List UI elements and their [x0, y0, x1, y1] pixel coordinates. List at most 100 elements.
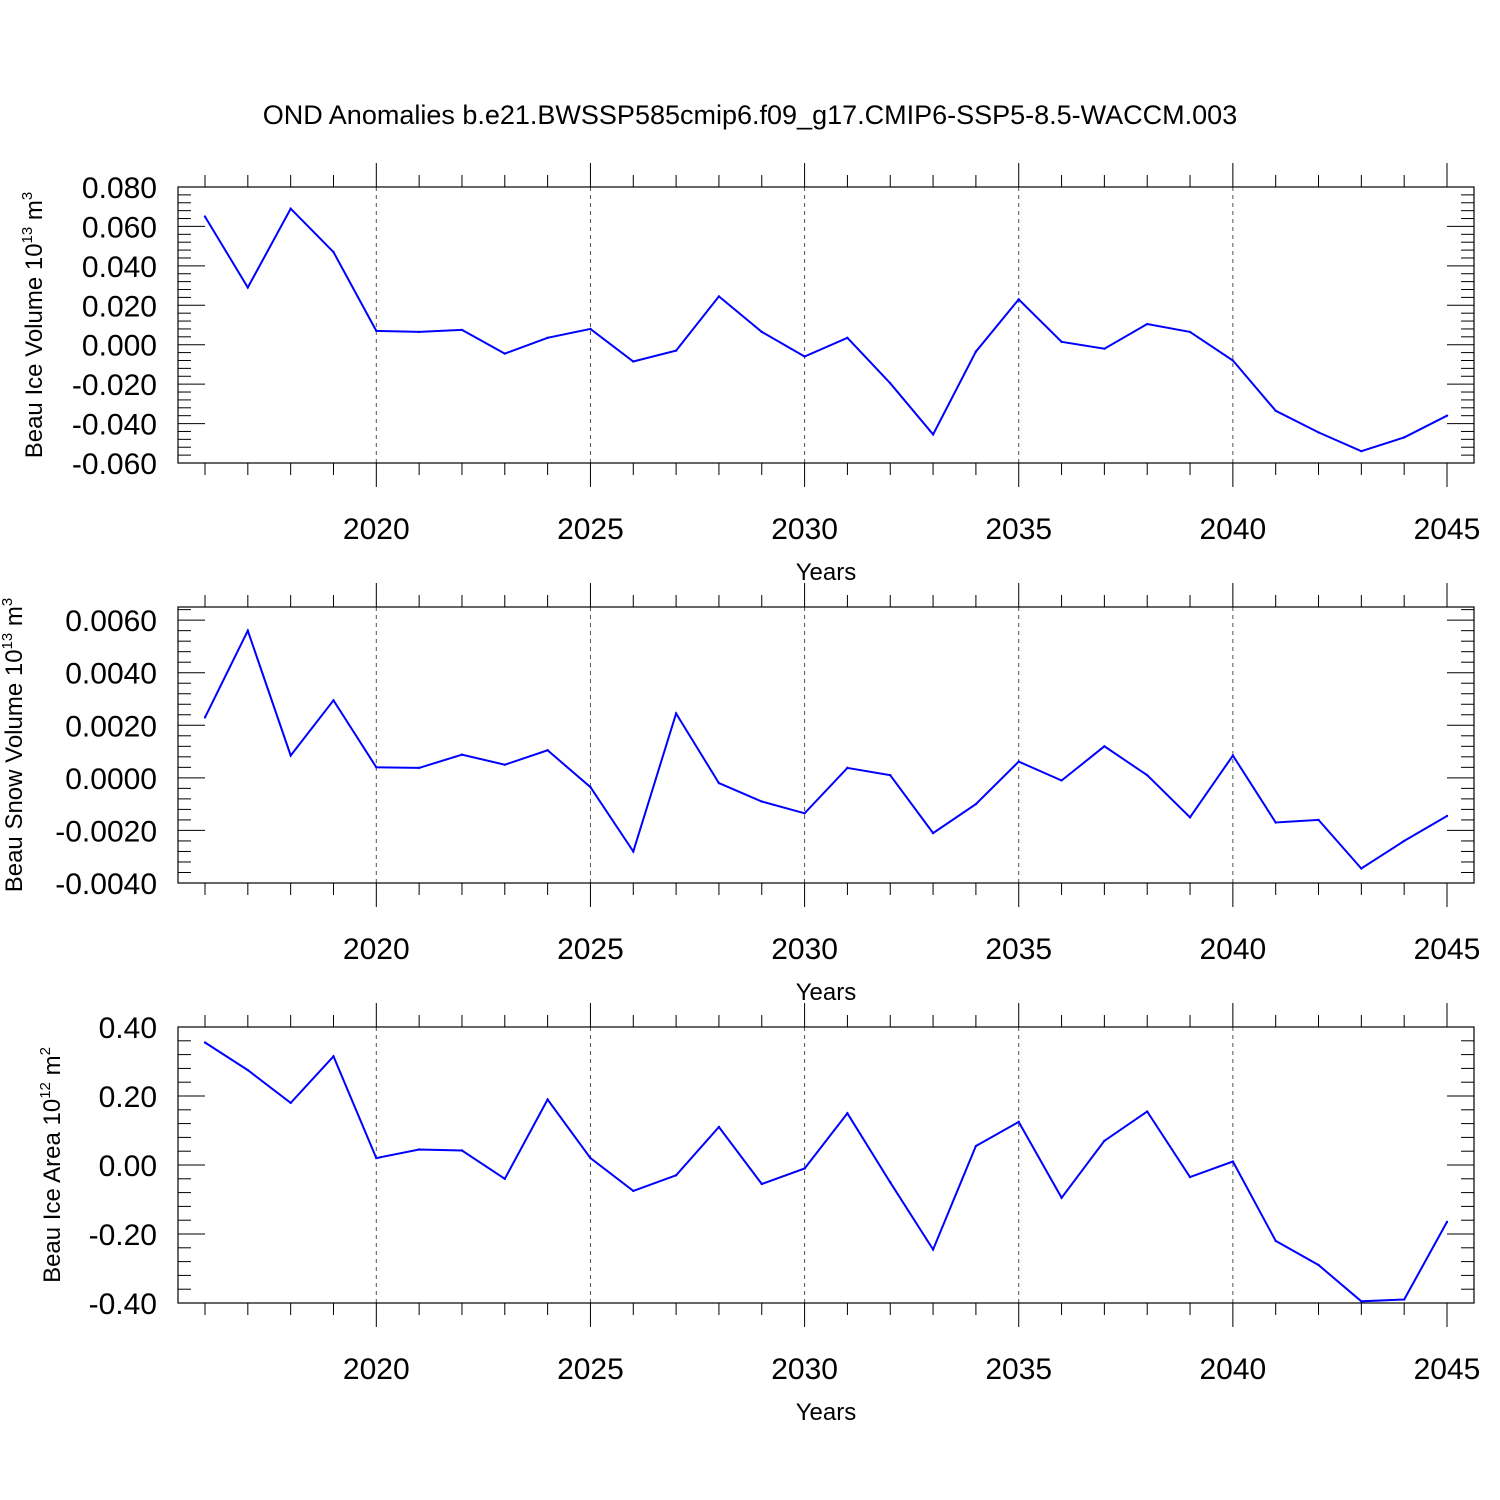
data-point — [460, 328, 464, 332]
x-tick-label: 2025 — [557, 933, 624, 966]
data-point — [1017, 760, 1020, 763]
data-point — [1317, 431, 1320, 434]
x-axis-label: Years — [796, 1399, 857, 1426]
data-point — [1103, 347, 1106, 350]
x-tick-label: 2045 — [1414, 933, 1481, 966]
data-point — [846, 336, 849, 340]
y-tick-label: 0.0060 — [65, 605, 157, 638]
data-point — [889, 1181, 892, 1184]
y-tick-label: -0.0020 — [55, 815, 157, 848]
data-point — [503, 352, 506, 355]
data-point — [1445, 414, 1449, 417]
y-axis-label: Beau Snow Volume 1013 m3 — [0, 598, 28, 893]
plot-frame — [177, 606, 1475, 884]
data-point — [1360, 1300, 1363, 1303]
x-tick-label: 2040 — [1199, 513, 1266, 546]
data-point — [846, 766, 849, 770]
data-point — [760, 330, 763, 334]
series-line — [204, 207, 1448, 453]
y-tick-label: 0.00 — [99, 1150, 157, 1183]
data-point — [332, 1055, 335, 1058]
data-point — [803, 1167, 806, 1170]
y-tick-label: 0.040 — [82, 251, 157, 284]
panel-3: -0.40 -0.20 0.00 0.20 0.40 2020 2025 2030 2035 20… — [37, 1003, 1480, 1426]
data-point — [674, 712, 678, 715]
data-point — [1445, 814, 1449, 818]
data-point — [931, 831, 935, 835]
data-point — [889, 774, 892, 777]
y-tick-label: 0.40 — [99, 1012, 157, 1045]
data-point — [503, 763, 506, 766]
data-point — [546, 749, 549, 752]
chart-title: OND Anomalies b.e21.BWSSP585cmip6.f09_g1… — [263, 100, 1237, 130]
data-point — [717, 295, 721, 298]
data-point — [931, 433, 935, 436]
data-point — [1360, 449, 1363, 453]
data-point — [375, 766, 378, 769]
data-point — [1231, 1160, 1235, 1163]
x-tick-label: 2020 — [343, 1353, 410, 1386]
data-point — [375, 329, 378, 333]
data-point — [1188, 816, 1192, 819]
x-tick-label: 2040 — [1199, 933, 1266, 966]
data-point — [1017, 1120, 1020, 1124]
x-tick-label: 2045 — [1414, 1353, 1481, 1386]
data-point — [417, 1148, 421, 1151]
data-point — [1060, 340, 1063, 343]
plot-frame — [177, 1026, 1475, 1304]
data-point — [1317, 1263, 1320, 1267]
data-point — [1188, 330, 1192, 334]
data-point — [1274, 409, 1277, 412]
data-point — [632, 850, 635, 853]
plot-frame — [177, 186, 1475, 464]
panel-1: -0.060 -0.040 -0.020 0.000 0.020 0.040 0.060 0.… — [19, 163, 1480, 586]
data-point — [1402, 1298, 1406, 1301]
data-point — [417, 330, 421, 334]
data-point — [1231, 359, 1235, 362]
series-line — [204, 628, 1448, 870]
data-point — [1146, 1110, 1149, 1113]
data-point — [717, 781, 721, 785]
x-axis-label: Years — [796, 559, 857, 586]
data-point — [760, 800, 763, 803]
x-tick-label: 2035 — [985, 1353, 1052, 1386]
data-point — [203, 215, 207, 218]
data-point — [203, 1041, 207, 1044]
x-tick-label: 2025 — [557, 1353, 624, 1386]
data-point — [1231, 754, 1235, 757]
panel-2: -0.0040 -0.0020 0.0000 0.0020 0.0040 0.0060 20… — [0, 583, 1480, 1006]
data-point — [1060, 1196, 1063, 1199]
x-tick-label: 2020 — [343, 933, 410, 966]
x-tick-label: 2035 — [985, 513, 1052, 546]
data-point — [1317, 818, 1320, 822]
data-point — [931, 1248, 935, 1251]
data-point — [503, 1177, 506, 1181]
x-tick-label: 2040 — [1199, 1353, 1266, 1386]
data-point — [375, 1156, 378, 1160]
data-point — [1445, 1220, 1449, 1224]
x-tick-label: 2045 — [1414, 513, 1481, 546]
data-point — [1103, 1139, 1106, 1143]
data-point — [589, 785, 592, 789]
data-point — [889, 381, 892, 385]
y-tick-label: -0.020 — [72, 369, 157, 402]
data-point — [760, 1182, 763, 1186]
data-point — [246, 286, 250, 289]
x-axis-label: Years — [796, 979, 857, 1006]
data-point — [460, 753, 464, 756]
x-tick-label: 2030 — [771, 1353, 838, 1386]
data-point — [803, 812, 806, 815]
data-point — [332, 699, 335, 702]
panels-group: -0.060 -0.040 -0.020 0.000 0.020 0.040 0.060 0.… — [0, 163, 1480, 1426]
data-point — [803, 355, 806, 358]
y-tick-label: 0.0040 — [65, 658, 157, 691]
data-point — [1146, 774, 1149, 777]
y-tick-label: -0.0040 — [55, 868, 157, 901]
y-tick-label: -0.40 — [89, 1288, 157, 1321]
y-axis-label: Beau Ice Area 1012 m2 — [37, 1047, 66, 1283]
y-tick-label: -0.20 — [89, 1219, 157, 1252]
y-tick-label: 0.060 — [82, 211, 157, 244]
data-point — [1274, 1239, 1277, 1243]
data-point — [589, 1156, 592, 1160]
